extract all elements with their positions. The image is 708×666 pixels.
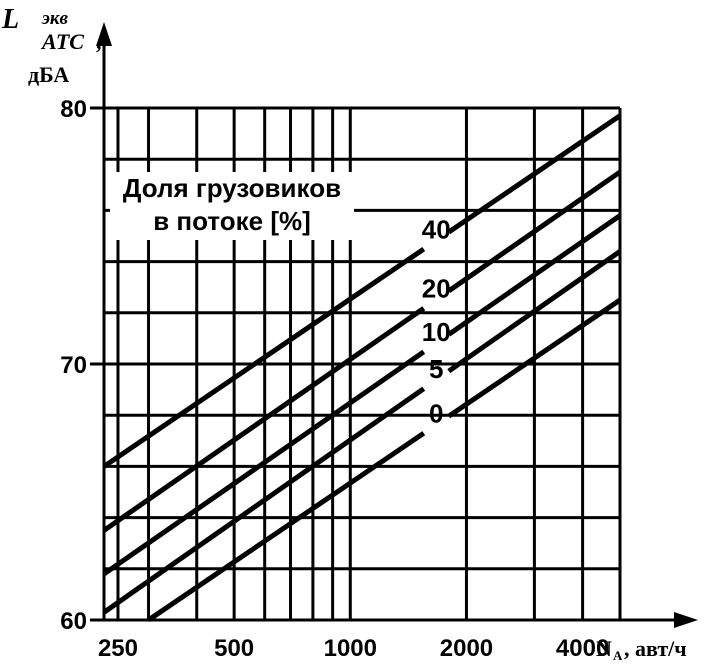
y-axis-subscript: АТС <box>40 29 84 54</box>
series-line-10-right <box>447 213 622 337</box>
legend-title-background <box>110 172 354 240</box>
series-label-10: 10 <box>422 317 451 347</box>
x-axis-symbol: N <box>596 636 612 661</box>
x-tick-label-500: 500 <box>214 635 254 662</box>
series-line-40-left <box>102 247 426 469</box>
x-tick-label-4000: 4000 <box>556 635 609 662</box>
y-axis-symbol: L <box>1 4 19 35</box>
y-axis-unit: дБА <box>28 62 69 87</box>
y-tick-label-70: 70 <box>60 352 87 379</box>
series-line-40-right <box>447 113 622 235</box>
series-line-20-left <box>102 306 426 533</box>
series-label-0: 0 <box>429 399 443 429</box>
series-lines <box>102 113 622 623</box>
y-tick-label-80: 80 <box>60 96 87 123</box>
series-line-5-left <box>102 386 426 615</box>
y-axis-superscript: экв <box>41 8 69 29</box>
y-axis-title: L экв АТС , <box>1 0 102 56</box>
series-label-20: 20 <box>422 274 451 304</box>
x-axis-subscript: А <box>613 648 623 663</box>
x-tick-label-250: 250 <box>98 635 138 662</box>
series-label-40: 40 <box>422 215 451 245</box>
series-line-10-left <box>102 349 426 576</box>
x-axis-title: N А , авт/ч <box>596 636 687 665</box>
series-line-20-right <box>447 169 622 293</box>
labels: Доля грузовиков в потоке [%] L экв АТС ,… <box>1 0 687 665</box>
series-line-5-right <box>447 249 622 374</box>
x-tick-label-2000: 2000 <box>440 635 493 662</box>
series-line-0-right <box>447 297 622 419</box>
x-axis-unit: , авт/ч <box>624 636 687 661</box>
axes <box>90 22 698 628</box>
y-axis-separator: , <box>96 29 102 54</box>
y-tick-label-60: 60 <box>60 608 87 635</box>
x-axis-arrow <box>674 612 698 628</box>
series-line-0-left <box>147 431 426 623</box>
legend-title-line-1: Доля грузовиков <box>123 173 341 203</box>
x-tick-label-1000: 1000 <box>324 635 377 662</box>
series-label-5: 5 <box>429 354 443 384</box>
legend-title-line-2: в потоке [%] <box>153 206 311 236</box>
y-axis-arrow <box>96 22 112 46</box>
